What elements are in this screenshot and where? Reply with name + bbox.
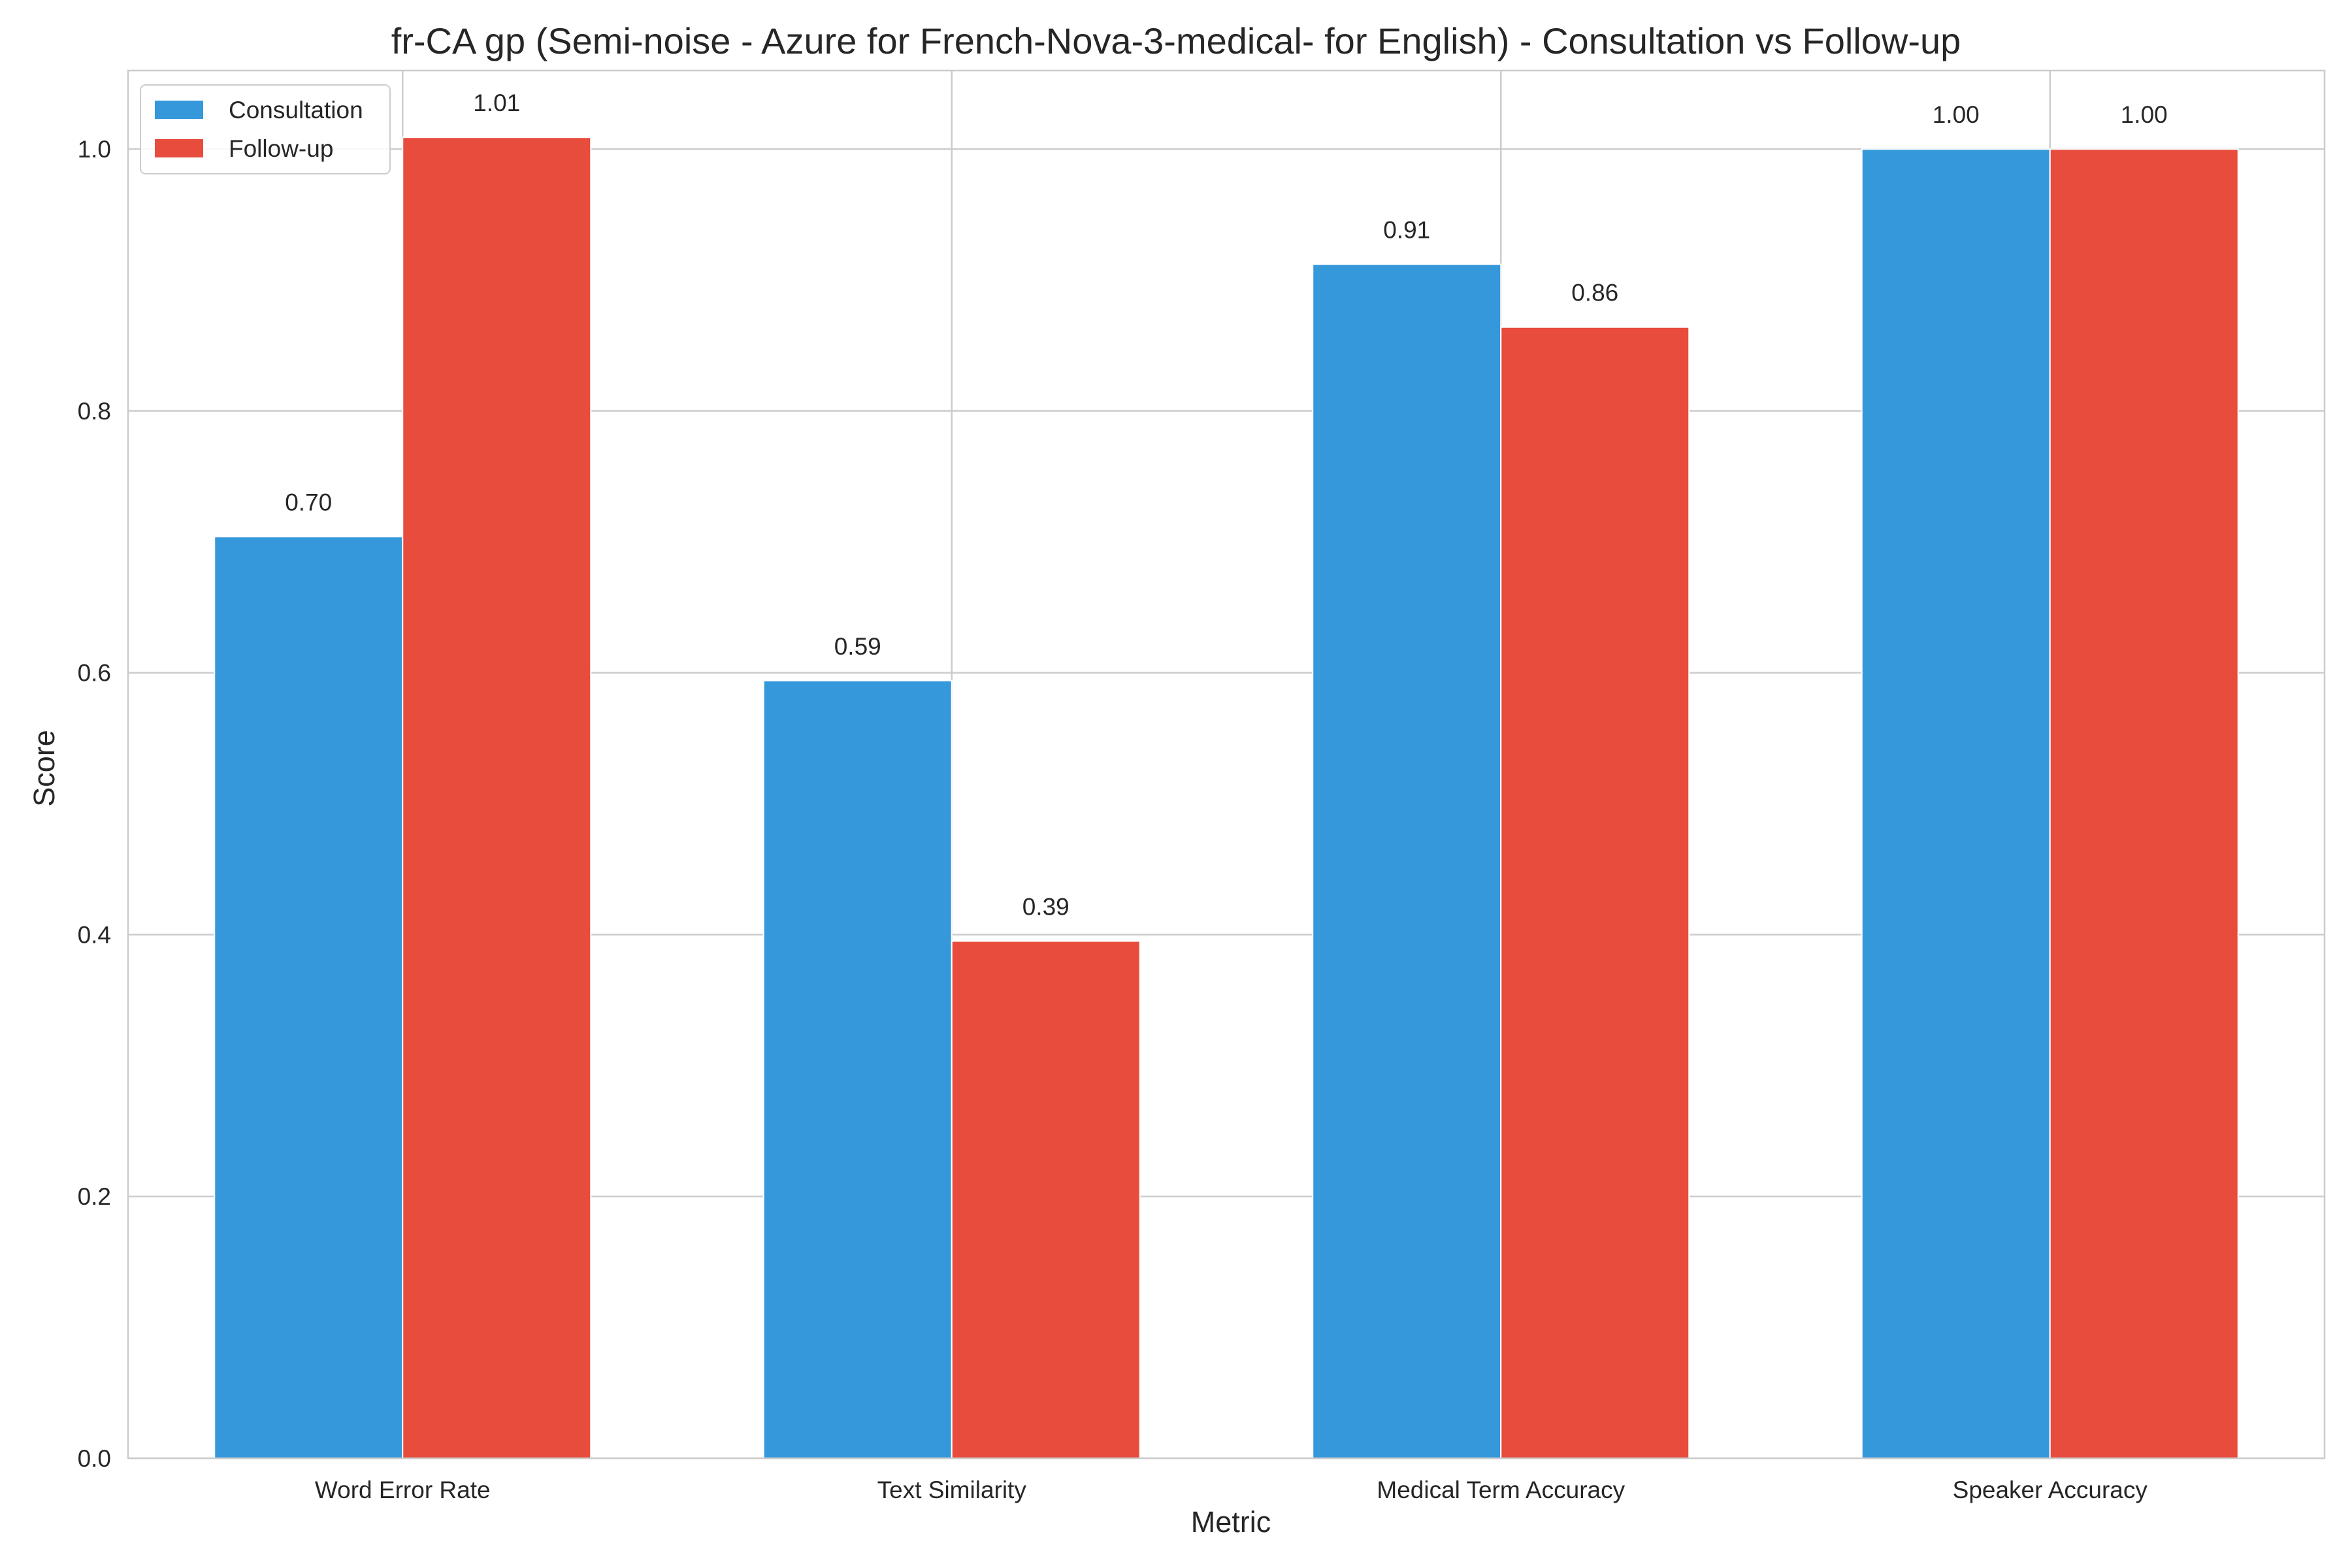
value-label: 0.86	[1571, 280, 1618, 306]
y-tick-label: 1.0	[78, 136, 111, 163]
y-axis-label: Score	[27, 730, 61, 807]
value-label: 1.00	[2121, 101, 2168, 128]
y-tick-label: 0.8	[78, 398, 111, 425]
chart-title: fr-CA gp (Semi-noise - Azure for French-…	[391, 20, 1961, 61]
legend: Consultation Follow-up	[140, 84, 391, 174]
value-labels: 0.70 1.01 0.59 0.39 0.91 0.86 1.00 1.00	[285, 90, 2168, 920]
value-label: 0.91	[1383, 217, 1430, 244]
y-tick-label: 0.6	[78, 660, 111, 687]
bar-consultation-3	[1861, 148, 2051, 1459]
value-label: 0.70	[285, 489, 332, 515]
y-tick-label: 0.4	[78, 921, 111, 948]
x-tick-label: Speaker Accuracy	[1953, 1477, 2148, 1503]
bar-follow-up-0	[402, 137, 592, 1459]
plot-frame	[127, 69, 2326, 1460]
x-axis-label: Metric	[1191, 1505, 1271, 1539]
y-tick-label: 0.2	[78, 1183, 111, 1210]
value-label: 0.39	[1022, 894, 1070, 921]
value-label: 0.59	[834, 633, 881, 660]
bar-follow-up-2	[1500, 326, 1690, 1459]
bar-follow-up-1	[951, 940, 1141, 1459]
legend-swatch	[155, 101, 203, 119]
bar-consultation-2	[1312, 263, 1502, 1460]
x-tick-label: Word Error Rate	[315, 1477, 491, 1503]
legend-swatch	[155, 139, 203, 157]
bar-follow-up-3	[2049, 148, 2239, 1459]
x-tick-label: Medical Term Accuracy	[1377, 1477, 1625, 1503]
y-tick-label: 0.0	[78, 1445, 111, 1472]
ticks: 0.0 0.2 0.4 0.6 0.8 1.0 Word Error Rate Text Si…	[78, 136, 2148, 1503]
legend-label: Follow-up	[229, 135, 333, 162]
value-label: 1.01	[473, 90, 520, 116]
legend-label: Consultation	[229, 97, 363, 123]
bar-consultation-0	[214, 536, 404, 1459]
bar-consultation-1	[762, 679, 953, 1459]
value-label: 1.00	[1933, 101, 1980, 128]
bars	[214, 137, 2239, 1460]
x-tick-label: Text Similarity	[877, 1477, 1027, 1503]
